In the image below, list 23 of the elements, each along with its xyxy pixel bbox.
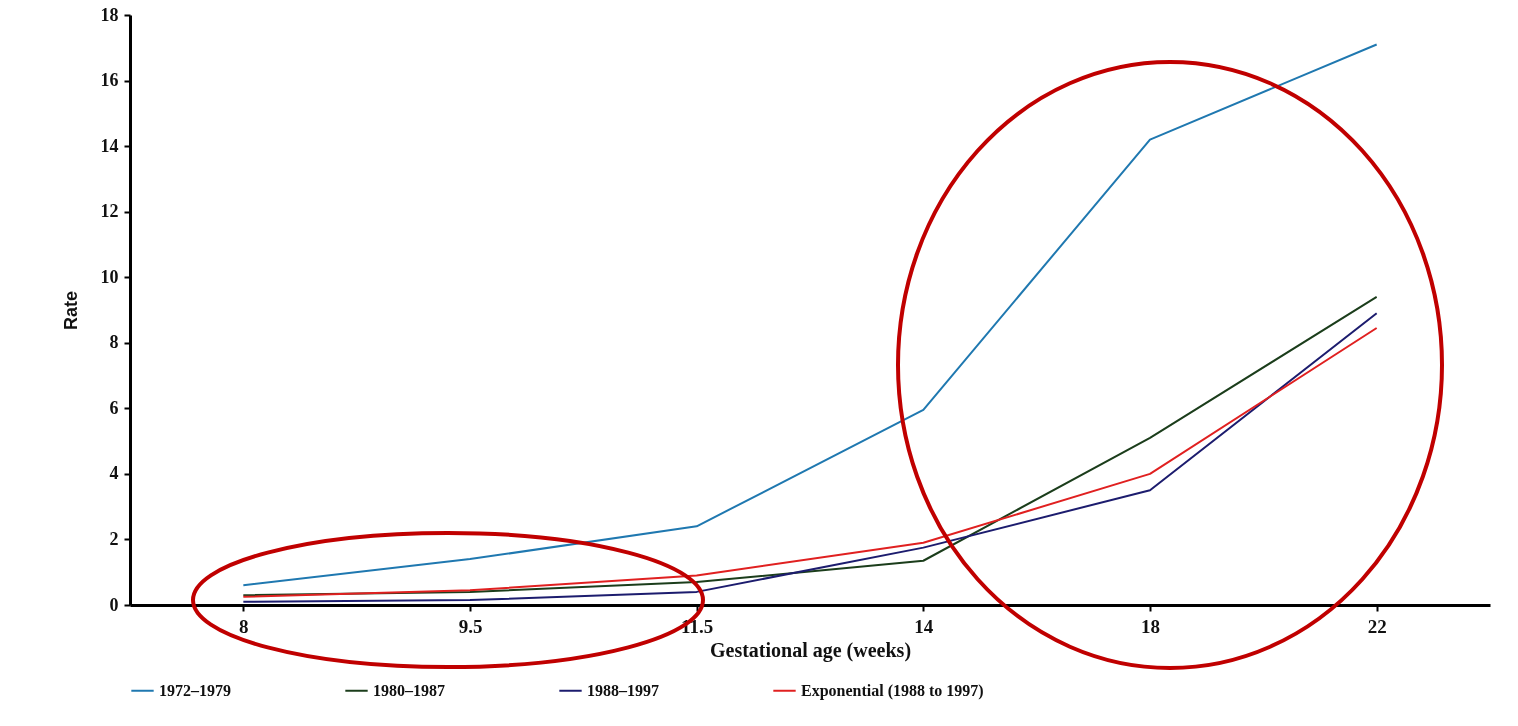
y-tick-label: 18 bbox=[100, 4, 119, 25]
legend-label: 1972–1979 bbox=[159, 681, 231, 699]
y-tick-label: 14 bbox=[100, 135, 119, 156]
y-tick-label: 6 bbox=[109, 397, 119, 418]
x-tick-label: 14 bbox=[914, 615, 934, 637]
y-tick-label: 16 bbox=[100, 70, 119, 91]
legend-label: Exponential (1988 to 1997) bbox=[801, 681, 984, 700]
x-tick-label: 18 bbox=[1141, 615, 1160, 637]
y-tick-label: 8 bbox=[109, 332, 119, 353]
x-axis-title: Gestational age (weeks) bbox=[709, 638, 912, 662]
x-tick-label: 9.5 bbox=[458, 615, 483, 637]
y-tick-label: 2 bbox=[109, 528, 119, 549]
x-tick-label: 22 bbox=[1367, 615, 1387, 637]
y-tick-label: 4 bbox=[109, 463, 119, 484]
legend-label: 1980–1987 bbox=[373, 681, 445, 699]
y-tick-label: 10 bbox=[100, 266, 119, 287]
legend-label: 1988–1997 bbox=[587, 681, 659, 699]
y-axis-title: Rate bbox=[60, 290, 81, 331]
x-tick-label: 11.5 bbox=[681, 615, 714, 637]
y-tick-label: 0 bbox=[109, 594, 119, 615]
line-series bbox=[242, 43, 1378, 587]
y-tick-label: 12 bbox=[100, 201, 119, 222]
x-tick-label: 8 bbox=[239, 615, 249, 637]
